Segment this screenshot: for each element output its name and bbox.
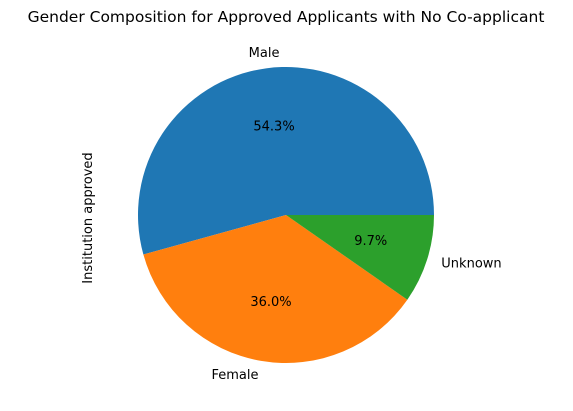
pie-slice-unknown (286, 215, 434, 300)
pie-slice-male (138, 67, 435, 255)
slice-label-male: Male (249, 46, 280, 61)
slice-pct-label-unknown: 9.7% (354, 234, 387, 249)
slice-pct-label-male: 54.3% (253, 120, 294, 135)
slice-label-female: Female (211, 368, 258, 383)
y-axis-label: Institution approved (81, 152, 96, 283)
slice-pct-label-female: 36.0% (250, 295, 291, 310)
chart-title: Gender Composition for Approved Applican… (28, 8, 545, 26)
slice-label-unknown: Unknown (441, 256, 501, 271)
pie-labels: Male 54.3% Female 36.0% Unknown 9.7% (211, 46, 501, 383)
pie-slice-female (143, 215, 408, 363)
pie-slices (138, 67, 435, 363)
